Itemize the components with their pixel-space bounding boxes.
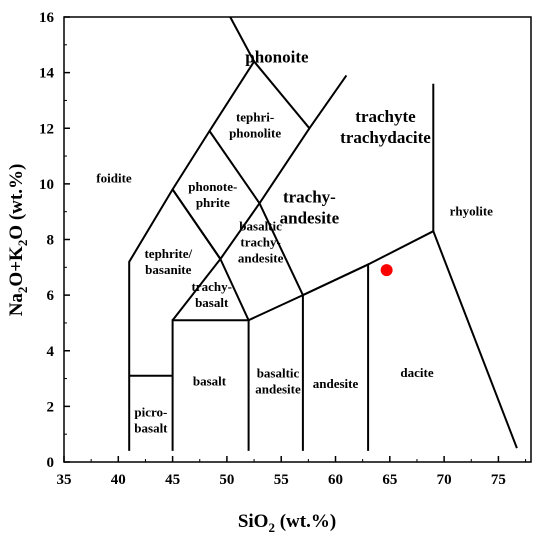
field-label-trachyte: trachyte trachydacite: [340, 107, 431, 147]
field-label-foidite: foidite: [96, 170, 132, 185]
sample-point: [380, 264, 393, 277]
rock-field-labels: phonoite trachyte trachydacite tephri-phono…: [96, 48, 493, 436]
y-tick-label: 16: [39, 10, 55, 26]
y-tick-label: 8: [47, 233, 55, 249]
field-label-dacite: dacite: [400, 365, 433, 380]
field-label-tephriphonolite: tephri-phonolite: [229, 110, 281, 141]
field-label-basaltic-andesite: basaltic andesite: [255, 365, 301, 396]
x-tick-label: 60: [328, 472, 343, 488]
y-tick-label: 14: [39, 66, 55, 82]
field-label-tephrite-basanite: tephrite/basanite: [144, 246, 192, 277]
x-tick-label: 75: [491, 472, 506, 488]
boundary-line: [208, 130, 261, 204]
field-label-andesite: andesite: [313, 376, 359, 391]
y-tick-label: 4: [47, 344, 55, 360]
y-tick-label: 2: [47, 399, 55, 415]
field-label-rhyolite: rhyolite: [450, 204, 494, 219]
y-tick-label: 0: [47, 455, 55, 471]
x-tick-label: 45: [165, 472, 180, 488]
field-label-picrobasalt: picro-basalt: [134, 404, 168, 435]
y-tick-label: 6: [47, 288, 55, 304]
field-label-phonolite: phonoite: [245, 48, 309, 67]
field-label-trachybasalt: trachy-basalt: [191, 279, 231, 310]
x-tick-label: 35: [57, 472, 72, 488]
x-tick-label: 50: [219, 472, 234, 488]
y-tick-label: 12: [39, 121, 54, 137]
boundary-line: [171, 229, 518, 451]
y-axis-title: Na2O+K2O (wt.%): [6, 164, 30, 317]
field-label-basaltic-trachyandesite: basaltic trachy-andesite: [238, 218, 284, 265]
y-tick-label: 10: [39, 177, 54, 193]
boundary-line: [301, 262, 370, 451]
x-tick-label: 55: [274, 472, 289, 488]
boundary-line: [258, 202, 304, 296]
field-label-trachyandesite: trachy-andesite: [280, 187, 340, 227]
x-tick-label: 70: [437, 472, 452, 488]
boundary-line: [229, 16, 255, 62]
field-label-basalt: basalt: [193, 373, 227, 388]
x-tick-label: 40: [111, 472, 126, 488]
classification-boundaries: [128, 16, 518, 451]
x-axis-title: SiO2 (wt.%): [238, 511, 336, 535]
boundary-line: [219, 127, 311, 451]
boundary-line: [171, 188, 222, 260]
x-tick-label: 65: [382, 472, 397, 488]
field-label-phonotephrite: phonote-phrite: [188, 179, 237, 210]
sample-points: [380, 264, 393, 277]
axis-ticks: 35 40 45 50 55 60 65 70 75 0 2 4 6 8 10 12 14 16: [39, 10, 527, 488]
